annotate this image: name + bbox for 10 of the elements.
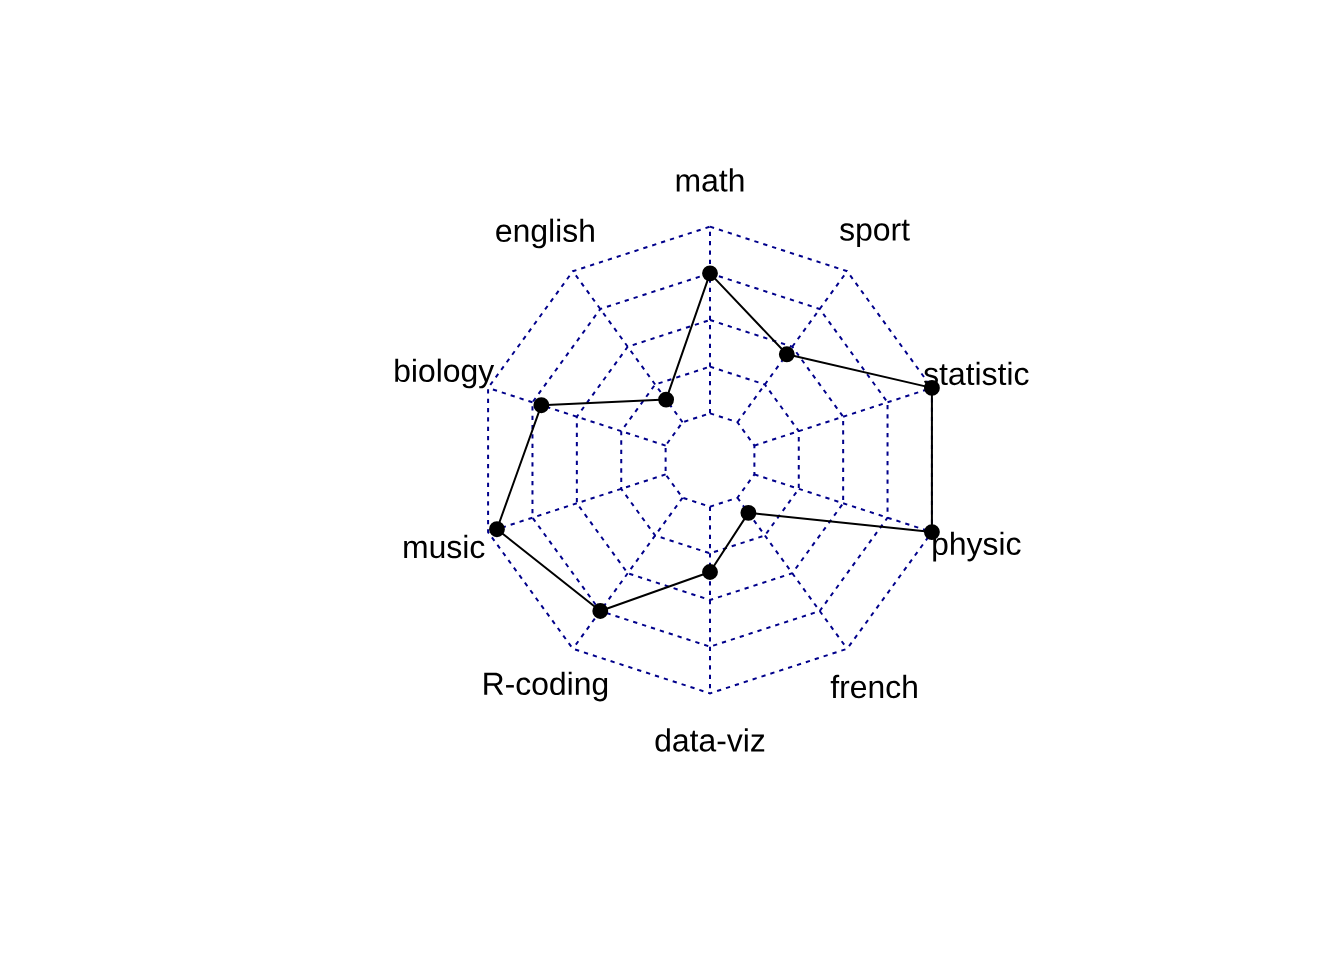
- spoke-label: french: [830, 674, 917, 699]
- spoke-label: sport: [840, 219, 910, 248]
- spoke-label: R-coding: [484, 671, 608, 702]
- spoke-label: music: [404, 534, 485, 559]
- spoke-label: math: [676, 168, 744, 192]
- spoke-label: physic: [933, 531, 1021, 562]
- spoke-label: biology: [395, 358, 495, 389]
- spoke-label: statistic: [924, 361, 1029, 386]
- spoke-label: data-viz: [655, 728, 765, 752]
- spoke-label: english: [496, 218, 594, 249]
